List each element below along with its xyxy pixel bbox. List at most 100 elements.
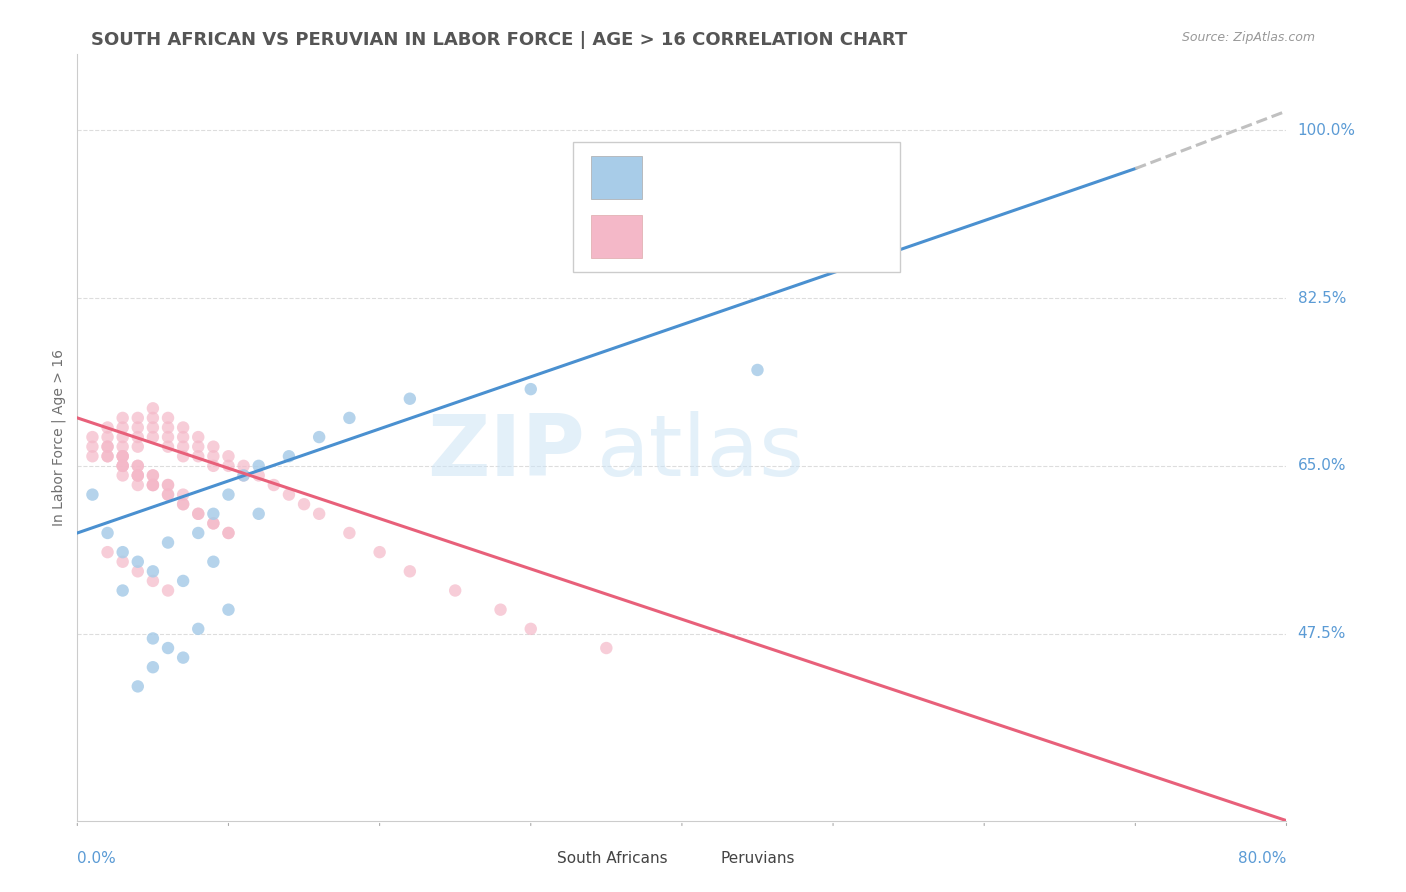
FancyBboxPatch shape	[686, 845, 717, 872]
Text: SOUTH AFRICAN VS PERUVIAN IN LABOR FORCE | AGE > 16 CORRELATION CHART: SOUTH AFRICAN VS PERUVIAN IN LABOR FORCE…	[91, 31, 908, 49]
Text: R = -0.500   N = 87: R = -0.500 N = 87	[654, 229, 813, 244]
Point	[127, 478, 149, 492]
Point	[202, 450, 225, 464]
Point	[157, 641, 180, 656]
Point	[202, 516, 225, 531]
Point	[142, 660, 165, 674]
Point	[127, 411, 149, 425]
Point	[187, 507, 209, 521]
Point	[111, 545, 134, 559]
Point	[142, 401, 165, 416]
FancyBboxPatch shape	[592, 156, 643, 199]
Point	[96, 526, 118, 541]
Point	[127, 420, 149, 434]
Point	[111, 468, 134, 483]
Text: 65.0%: 65.0%	[1298, 458, 1346, 474]
FancyBboxPatch shape	[574, 142, 900, 272]
Point	[218, 526, 240, 541]
Text: 47.5%: 47.5%	[1298, 626, 1346, 641]
Point	[157, 420, 180, 434]
Point	[127, 458, 149, 473]
Point	[111, 420, 134, 434]
Point	[96, 450, 118, 464]
Point	[187, 507, 209, 521]
Point	[96, 430, 118, 444]
Point	[187, 526, 209, 541]
Point	[157, 488, 180, 502]
Text: Peruvians: Peruvians	[721, 851, 796, 866]
Point	[142, 478, 165, 492]
Point	[308, 430, 330, 444]
Point	[247, 468, 270, 483]
Point	[218, 526, 240, 541]
Point	[202, 516, 225, 531]
Text: 100.0%: 100.0%	[1298, 123, 1355, 137]
Point	[187, 450, 209, 464]
Point	[111, 450, 134, 464]
Point	[142, 430, 165, 444]
Point	[111, 458, 134, 473]
Point	[82, 440, 104, 454]
Point	[96, 440, 118, 454]
Point	[127, 468, 149, 483]
Text: South Africans: South Africans	[557, 851, 668, 866]
Point	[127, 458, 149, 473]
Point	[142, 478, 165, 492]
Point	[187, 622, 209, 636]
Point	[187, 430, 209, 444]
Point	[202, 507, 225, 521]
Point	[172, 650, 194, 665]
Point	[172, 440, 194, 454]
Point	[292, 497, 315, 511]
Point	[127, 468, 149, 483]
Point	[218, 603, 240, 617]
Point	[142, 478, 165, 492]
Text: 80.0%: 80.0%	[1239, 851, 1286, 866]
FancyBboxPatch shape	[592, 215, 643, 258]
Point	[172, 420, 194, 434]
Point	[520, 382, 543, 396]
Text: atlas: atlas	[598, 411, 806, 494]
Point	[157, 478, 180, 492]
Text: R =  0.473   N = 28: R = 0.473 N = 28	[654, 170, 811, 185]
Point	[157, 583, 180, 598]
Point	[172, 430, 194, 444]
Point	[82, 450, 104, 464]
Point	[157, 478, 180, 492]
Point	[339, 411, 360, 425]
Point	[157, 440, 180, 454]
Point	[111, 583, 134, 598]
Point	[127, 468, 149, 483]
Point	[172, 574, 194, 588]
Point	[82, 488, 104, 502]
Point	[247, 458, 270, 473]
Point	[218, 488, 240, 502]
Text: Source: ZipAtlas.com: Source: ZipAtlas.com	[1181, 31, 1315, 45]
Point	[111, 450, 134, 464]
Point	[157, 488, 180, 502]
Point	[96, 440, 118, 454]
Y-axis label: In Labor Force | Age > 16: In Labor Force | Age > 16	[52, 349, 66, 525]
Point	[187, 440, 209, 454]
Point	[247, 507, 270, 521]
Point	[142, 420, 165, 434]
Point	[172, 497, 194, 511]
Text: 82.5%: 82.5%	[1298, 291, 1346, 306]
Point	[127, 555, 149, 569]
FancyBboxPatch shape	[522, 845, 554, 872]
Point	[202, 440, 225, 454]
Point	[111, 430, 134, 444]
Point	[142, 574, 165, 588]
Point	[111, 458, 134, 473]
Point	[82, 430, 104, 444]
Text: 0.0%: 0.0%	[77, 851, 117, 866]
Point	[232, 468, 254, 483]
Point	[368, 545, 391, 559]
Point	[142, 468, 165, 483]
Point	[172, 488, 194, 502]
Point	[218, 450, 240, 464]
Point	[127, 430, 149, 444]
Point	[339, 526, 360, 541]
Point	[142, 411, 165, 425]
Point	[172, 450, 194, 464]
